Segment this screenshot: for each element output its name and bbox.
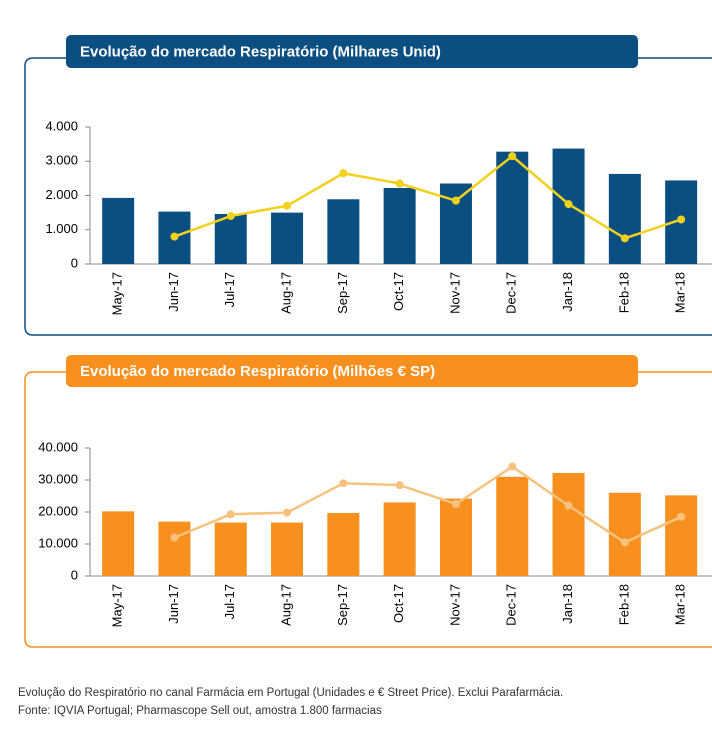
point	[564, 501, 573, 510]
x-tick-label: Nov-17	[447, 272, 462, 314]
x-tick-label: Jan-18	[560, 272, 575, 312]
title-tab	[66, 35, 638, 68]
point	[339, 169, 348, 178]
x-tick-label: Dec-17	[504, 584, 519, 626]
point	[339, 479, 348, 488]
x-tick-label: May-17	[110, 272, 125, 315]
point	[170, 533, 179, 542]
y-tick-label: 3.000	[45, 153, 78, 168]
point	[226, 212, 235, 221]
bar	[439, 498, 472, 576]
bar	[158, 521, 191, 576]
chart-title: Evolução do mercado Respiratório (Milhar…	[80, 43, 441, 60]
x-tick-label: Dec-17	[504, 272, 519, 314]
y-tick-label: 30.000	[38, 471, 78, 486]
x-tick-label: Jul-17	[222, 584, 237, 619]
point	[677, 215, 686, 224]
line	[173, 465, 682, 544]
bar	[271, 522, 304, 576]
x-tick-label: Oct-17	[391, 272, 406, 311]
point	[170, 232, 179, 241]
x-tick-label: Sep-17	[335, 272, 350, 314]
bar	[102, 197, 135, 264]
point	[508, 152, 517, 161]
x-tick-label: Jul-17	[222, 272, 237, 307]
y-tick-label: 20.000	[38, 503, 78, 518]
point	[395, 179, 404, 188]
footnote: Evolução do Respiratório no canal Farmác…	[18, 687, 563, 699]
bar	[552, 472, 585, 576]
y-tick-label: 0	[71, 255, 78, 270]
x-tick-label: May-17	[110, 584, 125, 627]
y-tick-label: 0	[71, 567, 78, 582]
point	[226, 510, 235, 519]
bar	[608, 173, 641, 264]
bar	[665, 495, 698, 576]
x-tick-label: Oct-17	[391, 584, 406, 623]
y-tick-label: 10.000	[38, 535, 78, 550]
point	[620, 538, 629, 547]
x-tick-label: Aug-17	[278, 584, 293, 626]
x-tick-label: Jan-18	[560, 584, 575, 624]
point	[451, 500, 460, 508]
x-tick-label: Feb-18	[616, 584, 631, 625]
bar	[439, 183, 472, 264]
point	[395, 481, 404, 490]
x-tick-label: Nov-17	[447, 584, 462, 626]
frame	[24, 371, 712, 648]
line	[174, 154, 682, 240]
y-tick-label: 4.000	[45, 118, 78, 133]
x-tick-label: Mar-18	[673, 272, 688, 313]
title-tab	[66, 355, 638, 387]
point	[283, 508, 292, 517]
y-tick-label: 1.000	[45, 221, 78, 236]
bar	[496, 151, 529, 264]
point	[508, 462, 517, 471]
point	[283, 201, 292, 210]
bar	[102, 511, 135, 576]
bar	[327, 512, 360, 576]
chart-title: Evolução do mercado Respiratório (Milhõe…	[80, 363, 435, 380]
x-tick-label: Jun-17	[166, 272, 181, 312]
bar	[214, 213, 247, 264]
y-tick-label: 2.000	[45, 187, 78, 202]
bar	[327, 199, 360, 264]
bar	[383, 187, 416, 264]
point	[564, 200, 573, 209]
y-tick-label: 40.000	[38, 439, 78, 454]
bar	[383, 502, 416, 576]
point	[620, 234, 629, 243]
point	[451, 196, 460, 205]
x-tick-label: Feb-18	[616, 272, 631, 313]
footnote: Fonte: IQVIA Portugal; Pharmascope Sell …	[18, 705, 382, 717]
x-tick-label: Aug-17	[278, 272, 293, 314]
bar	[271, 212, 304, 264]
frame	[24, 57, 712, 336]
x-tick-label: Sep-17	[335, 584, 350, 626]
point	[677, 512, 686, 521]
x-tick-label: Jun-17	[166, 584, 181, 624]
x-tick-label: Mar-18	[673, 584, 688, 625]
bar	[496, 476, 529, 576]
bar	[214, 522, 247, 576]
